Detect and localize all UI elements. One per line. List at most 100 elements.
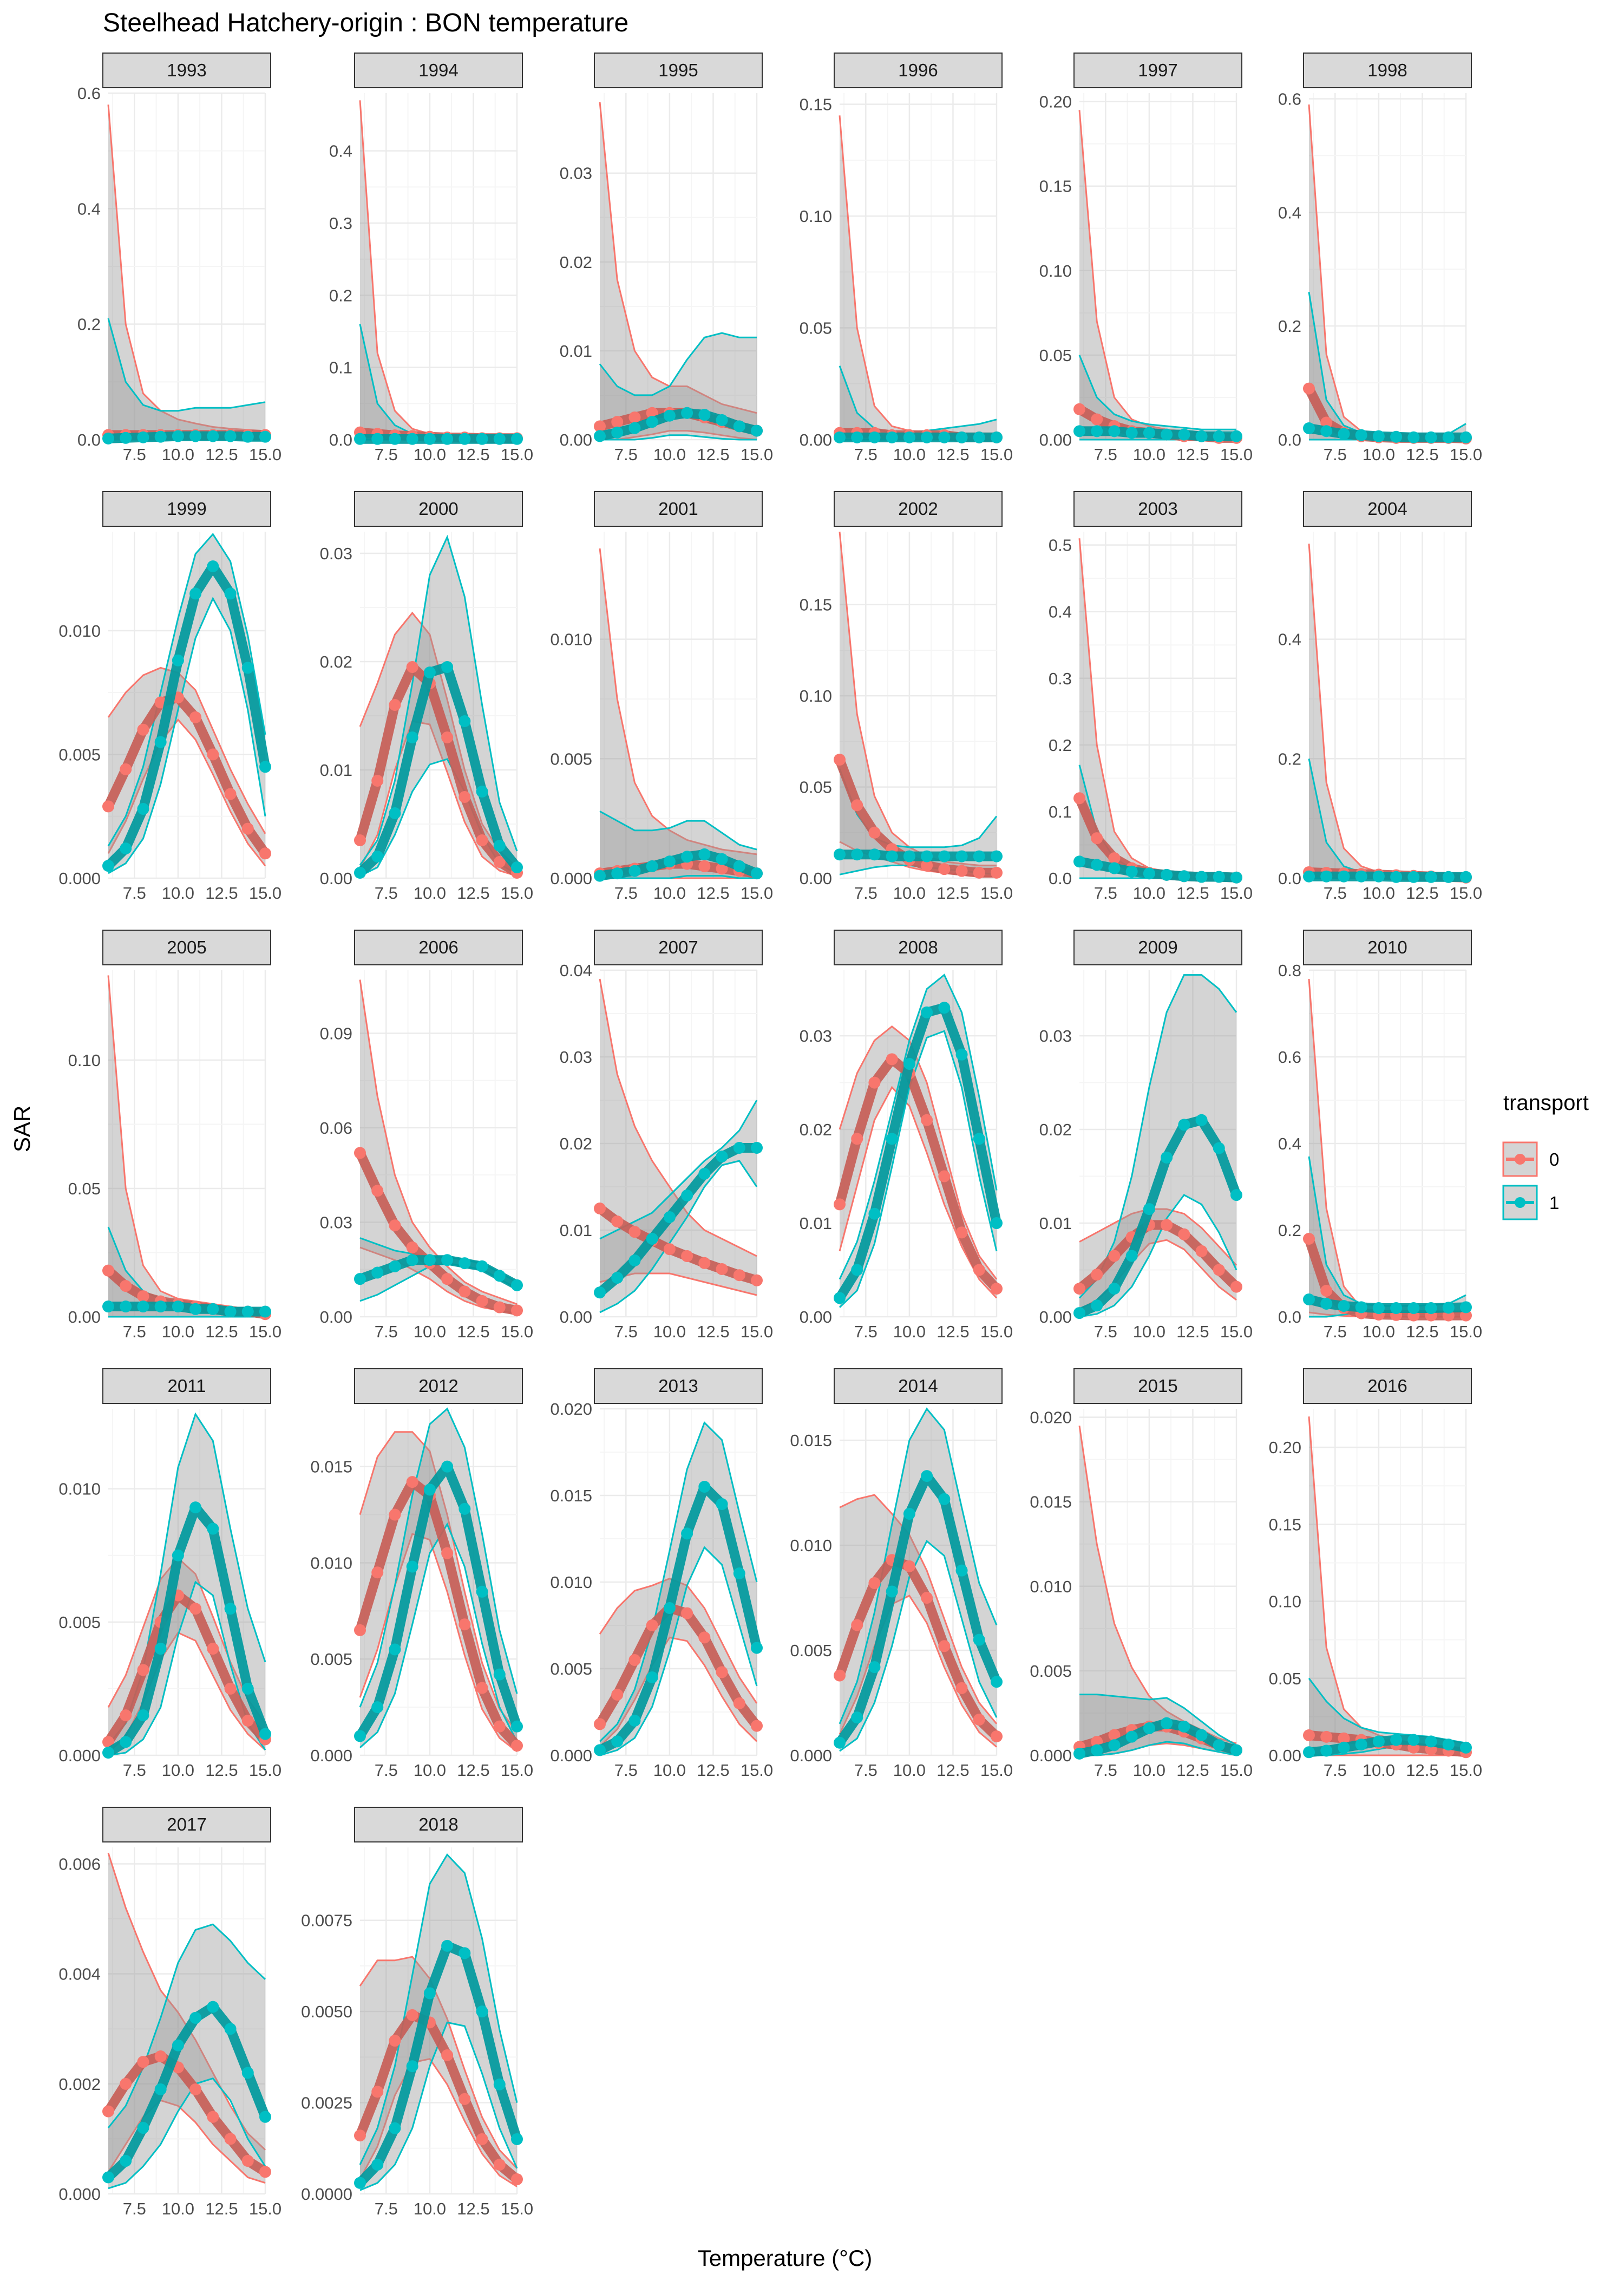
data-point-transport-1	[441, 433, 454, 445]
confidence-ribbon-transport-0	[108, 1853, 265, 2183]
facet-strip	[354, 53, 523, 88]
data-point-transport-1	[1390, 430, 1403, 443]
data-point-transport-1	[1320, 1298, 1333, 1310]
y-tick-label: 0.1	[329, 358, 352, 377]
data-point-transport-0	[120, 1709, 132, 1722]
data-point-transport-1	[991, 1676, 1003, 1688]
data-point-transport-1	[137, 2122, 149, 2134]
data-point-transport-1	[1320, 1744, 1333, 1757]
data-point-transport-1	[406, 731, 418, 743]
confidence-ribbon-transport-0	[1079, 538, 1236, 878]
data-point-transport-1	[511, 1279, 523, 1291]
data-point-transport-0	[224, 1682, 237, 1695]
data-point-transport-1	[698, 848, 711, 860]
x-tick-label: 7.5	[614, 1322, 638, 1341]
data-point-transport-0	[973, 866, 985, 879]
ribbon-upper-bound-transport-0	[599, 102, 757, 414]
facet-strip-label: 2007	[658, 937, 698, 957]
data-point-transport-1	[102, 860, 114, 872]
y-tick-label: 0.05	[800, 778, 832, 797]
data-point-transport-0	[406, 1241, 418, 1253]
y-tick-label: 0.5	[1049, 536, 1072, 555]
y-tick-label: 0.01	[560, 1221, 592, 1240]
data-point-transport-0	[594, 1718, 606, 1730]
facet-panel-2013: 2013 7.5 10.0 12.5 15.0 0.000 0.005 0.010 0.015 0…	[550, 1368, 773, 1780]
x-tick-label: 7.5	[614, 1761, 638, 1780]
data-point-transport-0	[1091, 1269, 1103, 1281]
data-point-transport-1	[1425, 1735, 1437, 1748]
data-point-transport-0	[389, 1508, 401, 1521]
data-point-transport-0	[354, 834, 366, 846]
facet-panel-2001: 2001 7.5 10.0 12.5 15.0 0.000 0.005 0.010	[550, 491, 773, 903]
data-point-transport-1	[259, 761, 271, 773]
y-tick-label: 0.000	[790, 1746, 832, 1765]
ribbon-lower-bound-transport-1	[599, 1160, 758, 1314]
data-point-transport-0	[1320, 416, 1333, 429]
facet-panel-1995: 1995 7.5 10.0 12.5 15.0 0.00 0.01 0.02 0.03	[560, 53, 773, 464]
fitted-curve-shade-transport-0	[355, 1148, 522, 1316]
data-point-transport-1	[938, 1493, 951, 1505]
y-tick-label: 0.000	[58, 869, 101, 888]
data-point-transport-1	[511, 1720, 523, 1733]
facet-strip	[834, 53, 1003, 88]
facet-strip-label: 1994	[418, 60, 458, 80]
data-point-transport-1	[991, 431, 1003, 443]
data-point-transport-0	[476, 1682, 488, 1694]
facet-strip-label: 2008	[898, 937, 938, 957]
y-tick-label: 0.010	[58, 622, 101, 641]
data-point-transport-1	[716, 1498, 728, 1510]
x-tick-label: 10.0	[893, 884, 926, 903]
data-point-transport-1	[137, 803, 149, 815]
fitted-curve-transport-1	[355, 1461, 522, 1741]
facet-panel-2006: 2006 7.5 10.0 12.5 15.0 0.00 0.03 0.06 0.09	[320, 930, 533, 1341]
ribbon-lower-bound-transport-1	[1079, 1741, 1237, 1756]
x-tick-label: 15.0	[501, 2199, 533, 2218]
fitted-curve-shade-transport-1	[355, 1461, 522, 1741]
data-point-transport-1	[834, 848, 846, 861]
data-point-transport-1	[1125, 427, 1138, 439]
confidence-ribbon-transport-0	[840, 532, 997, 877]
data-point-transport-1	[154, 736, 167, 748]
x-tick-label: 12.5	[205, 2199, 238, 2218]
y-tick-label: 0.02	[560, 253, 592, 272]
fitted-curve-shade-transport-1	[355, 1255, 522, 1290]
y-tick-label: 0.010	[790, 1536, 832, 1555]
confidence-ribbon-transport-1	[360, 1238, 517, 1301]
data-point-transport-1	[1460, 431, 1472, 443]
facet-strip	[354, 1807, 523, 1842]
data-point-transport-1	[938, 850, 951, 862]
x-tick-label: 12.5	[1406, 1322, 1438, 1341]
data-point-transport-1	[1143, 427, 1155, 439]
x-tick-label: 15.0	[741, 1761, 773, 1780]
facet-strip	[354, 1368, 523, 1404]
y-tick-label: 0.2	[1278, 317, 1301, 336]
data-point-transport-1	[207, 1522, 219, 1535]
data-point-transport-1	[751, 1142, 763, 1154]
data-point-transport-0	[441, 1273, 454, 1285]
y-tick-label: 0.020	[1030, 1408, 1072, 1427]
fitted-curve-shade-transport-1	[355, 662, 522, 878]
y-tick-label: 0.05	[1269, 1669, 1301, 1688]
data-point-transport-1	[594, 1286, 606, 1299]
data-point-transport-1	[423, 1484, 436, 1496]
facet-strip-label: 2014	[898, 1376, 938, 1396]
confidence-ribbon-transport-0	[600, 548, 757, 878]
ribbon-lower-bound-transport-1	[108, 596, 266, 874]
data-point-transport-1	[371, 1266, 384, 1279]
data-point-transport-1	[716, 853, 728, 865]
data-point-transport-0	[868, 826, 881, 839]
facet-strip	[1303, 930, 1472, 965]
data-point-transport-0	[137, 1290, 149, 1303]
fitted-curve-shade-transport-0	[835, 1054, 1001, 1294]
facet-panel-1997: 1997 7.5 10.0 12.5 15.0 0.00 0.05 0.10 0.15 0.20	[1039, 53, 1253, 464]
confidence-ribbon-transport-0	[600, 102, 757, 440]
ribbon-upper-bound-transport-1	[599, 332, 757, 396]
data-point-transport-1	[493, 1668, 506, 1681]
data-point-transport-1	[646, 860, 658, 872]
fitted-curve-transport-0	[595, 1603, 762, 1731]
data-point-transport-1	[137, 1709, 149, 1722]
x-tick-label: 15.0	[1450, 445, 1482, 464]
data-point-transport-1	[973, 1133, 985, 1145]
data-point-transport-1	[1355, 1739, 1367, 1751]
data-point-transport-1	[224, 430, 237, 442]
